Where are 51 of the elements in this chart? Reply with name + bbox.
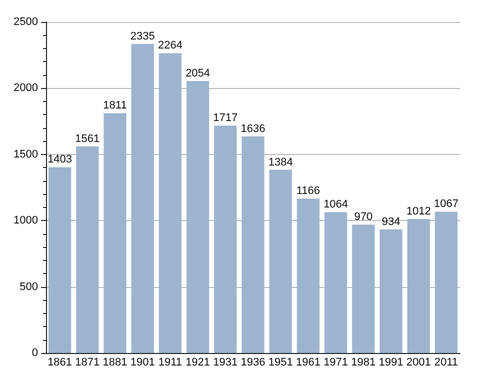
x-tick-label: 1951 (268, 356, 293, 368)
x-tick-label: 1881 (102, 356, 128, 368)
data-label: 2335 (130, 30, 155, 42)
bar (242, 136, 264, 353)
bar (158, 53, 182, 353)
x-tick-label: 1921 (186, 356, 210, 368)
bar (407, 219, 430, 353)
x-tick-label: 2001 (406, 356, 431, 368)
bar (186, 81, 210, 353)
bar (434, 212, 458, 353)
data-label: 1384 (268, 156, 293, 168)
y-tick-label: 0 (32, 347, 38, 359)
x-tick-label: 1971 (324, 356, 348, 368)
bar (352, 224, 375, 353)
x-tick-label: 1861 (48, 356, 72, 368)
x-tick-label: 1961 (296, 356, 320, 368)
data-label: 1403 (48, 154, 72, 166)
data-label: 1717 (213, 112, 238, 124)
x-tick-label: 1911 (158, 356, 182, 368)
bar (48, 167, 72, 353)
data-label: 1561 (75, 132, 100, 145)
y-tick-label: 2000 (14, 82, 38, 94)
data-label: 1064 (324, 198, 348, 211)
x-tick-label: 1981 (351, 356, 376, 368)
x-tick-label: 1871 (75, 356, 100, 368)
y-tick-label: 1500 (14, 148, 38, 160)
y-tick-label: 2500 (14, 16, 38, 28)
bar (214, 126, 237, 353)
y-tick-label: 500 (20, 280, 38, 293)
y-tick-label: 1000 (14, 214, 38, 227)
data-label: 1811 (103, 100, 127, 112)
data-label: 1067 (434, 198, 458, 210)
bar (269, 170, 292, 353)
x-tick-label: 1936 (240, 356, 266, 368)
x-tick-label: 2011 (434, 356, 458, 368)
bar (296, 198, 320, 353)
bar (324, 212, 348, 353)
bar (131, 44, 154, 353)
bar (76, 146, 99, 353)
bar (104, 113, 126, 353)
bar (380, 229, 402, 353)
x-tick-label: 1931 (213, 356, 238, 368)
data-label: 934 (382, 216, 400, 228)
x-tick-label: 1991 (378, 356, 404, 368)
x-tick-label: 1901 (130, 356, 155, 368)
data-label: 970 (354, 211, 373, 224)
data-label: 2054 (186, 68, 210, 80)
data-label: 1166 (296, 185, 320, 198)
data-label: 1636 (240, 122, 266, 135)
data-label: 2264 (158, 40, 182, 52)
data-label: 1012 (406, 206, 431, 218)
